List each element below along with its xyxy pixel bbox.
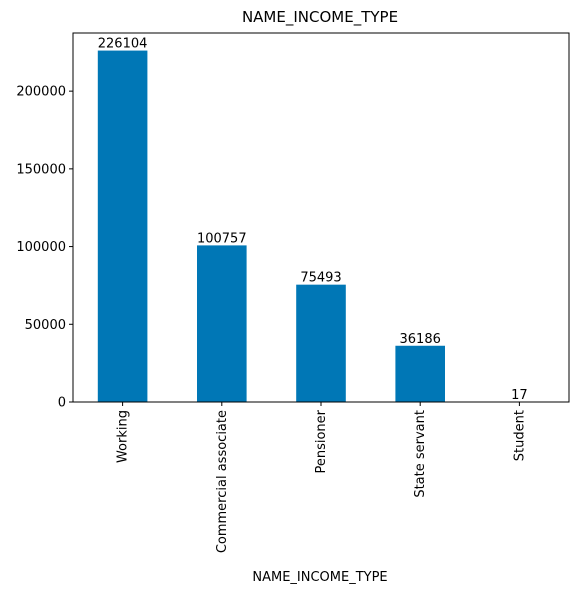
data-label: 100757 — [197, 231, 247, 246]
x-tick-label: Commercial associate — [215, 410, 230, 553]
y-tick-label: 100000 — [16, 240, 66, 255]
bar-pensioner — [296, 284, 346, 402]
axis-ticks-group: Working Commercial associate Pensioner Stat… — [16, 85, 527, 554]
bar-working — [97, 50, 148, 402]
data-label: 75493 — [300, 271, 341, 286]
chart-title: NAME_INCOME_TYPE — [242, 8, 398, 27]
y-tick-label: 0 — [58, 396, 66, 411]
bar-state-servant — [395, 345, 445, 402]
plot-frame — [72, 32, 570, 403]
bar-commercial-associate — [197, 245, 247, 402]
x-tick-label: Student — [512, 410, 527, 461]
data-label: 17 — [511, 388, 528, 403]
bars-group: 226104 100757 75493 36186 17 — [97, 37, 545, 403]
data-label: 36186 — [400, 332, 441, 347]
x-tick-label: Pensioner — [314, 409, 329, 473]
data-label: 226104 — [98, 37, 148, 52]
x-tick-label: Working — [116, 410, 131, 463]
x-axis-label: NAME_INCOME_TYPE — [252, 570, 387, 585]
y-tick-label: 200000 — [16, 85, 66, 100]
x-tick-label: State servant — [413, 410, 428, 498]
y-tick-label: 150000 — [16, 162, 66, 177]
y-tick-label: 50000 — [25, 318, 66, 333]
